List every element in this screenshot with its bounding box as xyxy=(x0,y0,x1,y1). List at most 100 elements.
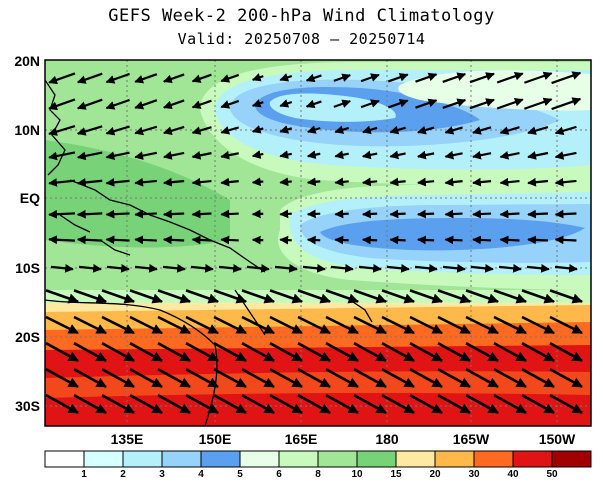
wind-arrow xyxy=(50,263,74,273)
shaded-field xyxy=(45,60,591,426)
wind-arrow xyxy=(469,98,495,110)
wind-arrow xyxy=(302,263,326,273)
wind-arrow xyxy=(496,71,524,84)
wind-arrow xyxy=(334,177,349,187)
wind-arrow xyxy=(297,368,331,388)
wind-arrow xyxy=(251,125,264,134)
lat-label: 30S xyxy=(15,398,40,414)
wind-arrow xyxy=(48,209,76,219)
wind-arrow xyxy=(498,263,522,273)
wind-arrow xyxy=(220,209,239,219)
wind-arrow xyxy=(442,98,467,109)
wind-arrow xyxy=(472,235,492,245)
wind-arrow xyxy=(527,177,549,187)
wind-arrow xyxy=(213,394,247,414)
wind-arrow xyxy=(493,342,527,362)
wind-arrow xyxy=(45,394,79,414)
wind-arrow xyxy=(353,342,387,362)
wind-arrow xyxy=(437,289,471,304)
wind-arrow xyxy=(444,150,463,160)
wind-arrow xyxy=(333,73,351,82)
wind-arrow xyxy=(297,289,331,304)
wind-arrow xyxy=(157,315,191,335)
wind-arrow xyxy=(417,177,435,187)
wind-arrow xyxy=(251,235,264,245)
wind-arrow xyxy=(361,235,378,245)
wind-arrow xyxy=(134,209,157,219)
wind-arrow xyxy=(358,263,382,273)
wind-arrow xyxy=(389,125,406,135)
wind-arrow xyxy=(279,99,293,108)
wind-arrow xyxy=(218,263,242,273)
wind-arrow xyxy=(105,125,130,136)
lon-label: 165E xyxy=(285,431,318,447)
wind-arrow xyxy=(251,150,264,159)
wind-arrow xyxy=(48,125,76,136)
wind-arrow xyxy=(334,209,349,219)
wind-arrow xyxy=(499,235,520,245)
wind-arrow xyxy=(442,263,466,273)
wind-arrow xyxy=(330,263,354,273)
wind-arrow xyxy=(163,125,185,135)
wind-arrow xyxy=(527,235,549,245)
colorbar-label: 15 xyxy=(390,469,402,480)
wind-arrow xyxy=(415,98,438,109)
wind-arrow xyxy=(101,315,135,335)
wind-arrow xyxy=(549,368,583,388)
colorbar-swatch xyxy=(200,450,241,468)
wind-arrow xyxy=(353,289,387,304)
wind-arrow xyxy=(78,263,102,273)
wind-arrow xyxy=(106,263,130,273)
wind-arrow xyxy=(129,394,163,414)
wind-arrow xyxy=(45,315,79,335)
wind-arrow xyxy=(76,125,103,136)
wind-arrow xyxy=(469,72,495,84)
colorbar-swatch xyxy=(512,450,553,468)
wind-arrow xyxy=(251,209,264,219)
wind-arrow xyxy=(220,235,239,245)
wind-arrow xyxy=(333,99,351,108)
wind-arrow xyxy=(465,368,499,388)
wind-arrow xyxy=(417,209,435,219)
wind-arrow xyxy=(101,368,135,388)
wind-arrow xyxy=(162,151,185,160)
wind-arrow xyxy=(190,263,214,273)
wind-arrow xyxy=(551,97,582,111)
wind-arrow xyxy=(76,151,103,161)
wind-arrow xyxy=(162,235,185,245)
wind-arrow xyxy=(220,73,240,83)
wind-arrow xyxy=(472,150,492,160)
wind-arrow xyxy=(521,289,555,304)
wind-arrow xyxy=(76,72,103,84)
wind-arrow xyxy=(246,263,270,273)
wind-arrow xyxy=(389,177,406,187)
wind-arrow xyxy=(76,98,103,110)
wind-arrow xyxy=(361,209,378,219)
colorbar-label: 20 xyxy=(429,469,441,480)
wind-arrow xyxy=(444,209,463,219)
wind-arrow xyxy=(185,394,219,414)
wind-arrow xyxy=(191,235,212,245)
wind-arrow xyxy=(527,151,549,160)
wind-arrow xyxy=(134,151,158,160)
wind-arrow xyxy=(526,263,550,273)
lon-label: 150W xyxy=(539,431,576,447)
wind-arrow xyxy=(409,315,443,335)
wind-arrow xyxy=(213,342,247,362)
wind-arrow xyxy=(551,71,582,85)
wind-arrow xyxy=(269,394,303,414)
wind-arrow xyxy=(499,177,520,187)
wind-arrow xyxy=(389,235,406,245)
wind-arrow xyxy=(353,394,387,414)
wind-arrow xyxy=(306,235,321,245)
wind-arrow xyxy=(360,73,380,83)
wind-arrow xyxy=(241,394,275,414)
wind-arrow xyxy=(444,235,463,245)
wind-arrow xyxy=(134,99,158,110)
wind-arrow xyxy=(389,150,406,160)
colorbar-label: 30 xyxy=(468,469,480,480)
wind-arrow xyxy=(241,342,275,362)
wind-arrow xyxy=(493,368,527,388)
colorbar-label: 10 xyxy=(351,469,363,480)
wind-arrow xyxy=(220,99,240,109)
